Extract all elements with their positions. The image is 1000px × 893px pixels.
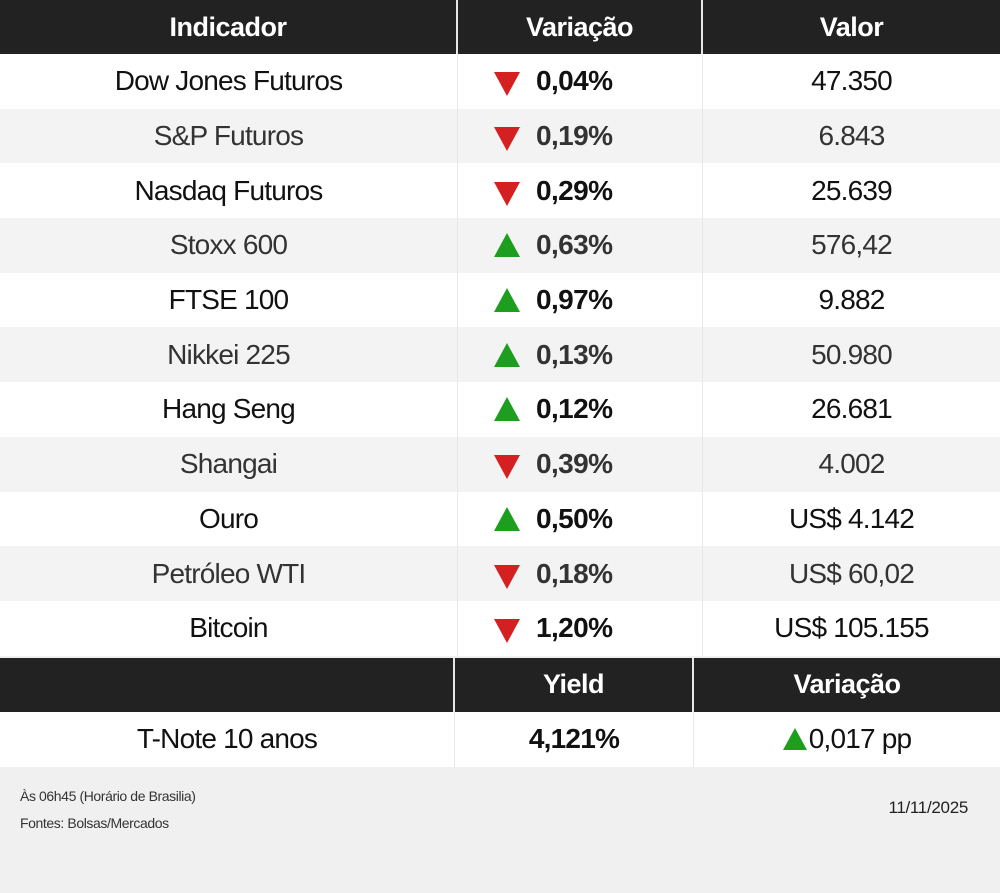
header-variation: Variação: [458, 0, 703, 54]
variation-cell: 0,97%: [458, 272, 703, 328]
triangle-down-icon: [494, 564, 520, 589]
table-row: T-Note 10 anos 4,121% 0,017 pp: [0, 711, 1000, 767]
indicator-name: Ouro: [0, 491, 458, 547]
variation-value: 0,63%: [536, 229, 613, 261]
indicator-name: Stoxx 600: [0, 218, 458, 273]
bond-yield: 4,121%: [455, 711, 694, 767]
table-row: Stoxx 600 0,63% 576,42: [0, 218, 1000, 273]
variation-cell: 0,63%: [458, 218, 703, 273]
indicator-name: Petróleo WTI: [0, 546, 458, 601]
indicator-name: S&P Futuros: [0, 108, 458, 164]
market-indicators-table: Indicador Variação Valor Dow Jones Futur…: [0, 0, 1000, 767]
indicator-name: Bitcoin: [0, 600, 458, 656]
value-cell: 26.681: [811, 393, 893, 425]
variation-cell: 1,20%: [458, 600, 703, 656]
indicator-name: Nasdaq Futuros: [0, 163, 458, 219]
variation-cell: 0,29%: [458, 163, 703, 219]
triangle-up-icon: [494, 342, 520, 367]
table-row: Nasdaq Futuros 0,29% 25.639: [0, 163, 1000, 219]
indicator-name: Nikkei 225: [0, 327, 458, 383]
variation-value: 0,12%: [536, 393, 613, 425]
table-row: FTSE 100 0,97% 9.882: [0, 272, 1000, 328]
table-row: Petróleo WTI 0,18% US$ 60,02: [0, 546, 1000, 601]
footer: Às 06h45 (Horário de Brasilia) Fontes: B…: [0, 767, 1000, 893]
value-cell: US$ 105.155: [774, 612, 929, 644]
variation-cell: 0,39%: [458, 436, 703, 492]
header-indicator: Indicador: [0, 0, 458, 54]
value-cell: 50.980: [811, 338, 893, 370]
value-cell: US$ 4.142: [788, 502, 915, 534]
header-bond-indicator: [0, 657, 455, 712]
indicator-name: Shangai: [0, 436, 458, 492]
variation-cell: 0,13%: [458, 327, 703, 383]
bond-indicator: T-Note 10 anos: [0, 711, 455, 767]
indicator-name: Hang Seng: [0, 382, 458, 437]
triangle-up-icon: [494, 397, 520, 422]
triangle-up-icon: [494, 233, 520, 258]
variation-value: 0,13%: [536, 338, 613, 370]
header-bond-variation: Variação: [793, 669, 901, 700]
variation-value: 0,04%: [536, 65, 613, 97]
variation-cell: 0,12%: [458, 382, 703, 437]
value-cell: 4.002: [818, 448, 885, 480]
triangle-up-icon: [494, 506, 520, 531]
table-row: Bitcoin 1,20% US$ 105.155: [0, 600, 1000, 656]
table-body: Dow Jones Futuros 0,04% 47.350 S&P Futur…: [0, 54, 1000, 656]
variation-value: 0,50%: [536, 502, 613, 534]
triangle-down-icon: [494, 455, 520, 480]
variation-cell: 0,18%: [458, 546, 703, 601]
bond-table-header: Yield Variação: [0, 657, 1000, 712]
variation-value: 1,20%: [536, 612, 613, 644]
triangle-down-icon: [494, 181, 520, 206]
triangle-up-icon: [782, 728, 807, 751]
value-cell: 47.350: [811, 65, 893, 97]
table-row: Shangai 0,39% 4.002: [0, 436, 1000, 492]
value-cell: 6.843: [818, 120, 885, 152]
table-row: Dow Jones Futuros 0,04% 47.350: [0, 54, 1000, 109]
value-cell: US$ 60,02: [788, 557, 915, 589]
bond-variation-cell: 0,017 pp: [694, 712, 1000, 767]
variation-cell: 0,04%: [458, 54, 703, 109]
value-cell: 576,42: [811, 229, 893, 261]
variation-cell: 0,19%: [458, 108, 703, 164]
variation-cell: 0,50%: [458, 491, 703, 547]
time-note: Às 06h45 (Horário de Brasilia): [20, 788, 196, 804]
triangle-down-icon: [494, 72, 520, 97]
table-row: S&P Futuros 0,19% 6.843: [0, 108, 1000, 164]
value-cell: 25.639: [811, 174, 893, 206]
triangle-down-icon: [494, 127, 520, 152]
indicator-name: Dow Jones Futuros: [0, 54, 458, 109]
variation-value: 0,18%: [536, 557, 613, 589]
source-note: Fontes: Bolsas/Mercados: [20, 815, 169, 831]
header-yield: Yield: [455, 657, 694, 712]
table-row: Hang Seng 0,12% 26.681: [0, 382, 1000, 437]
table-header: Indicador Variação Valor: [0, 0, 1000, 54]
header-value: Valor: [819, 11, 884, 42]
triangle-down-icon: [494, 619, 520, 644]
variation-value: 0,19%: [536, 120, 613, 152]
indicator-name: FTSE 100: [0, 272, 458, 328]
bond-variation: 0,017 pp: [808, 723, 912, 755]
table-row: Ouro 0,50% US$ 4.142: [0, 491, 1000, 547]
value-cell: 9.882: [818, 284, 885, 316]
table-row: Nikkei 225 0,13% 50.980: [0, 327, 1000, 383]
variation-value: 0,97%: [536, 284, 613, 316]
triangle-up-icon: [494, 288, 520, 313]
date-label: 11/11/2025: [888, 798, 968, 817]
variation-value: 0,29%: [536, 174, 613, 206]
variation-value: 0,39%: [536, 448, 613, 480]
